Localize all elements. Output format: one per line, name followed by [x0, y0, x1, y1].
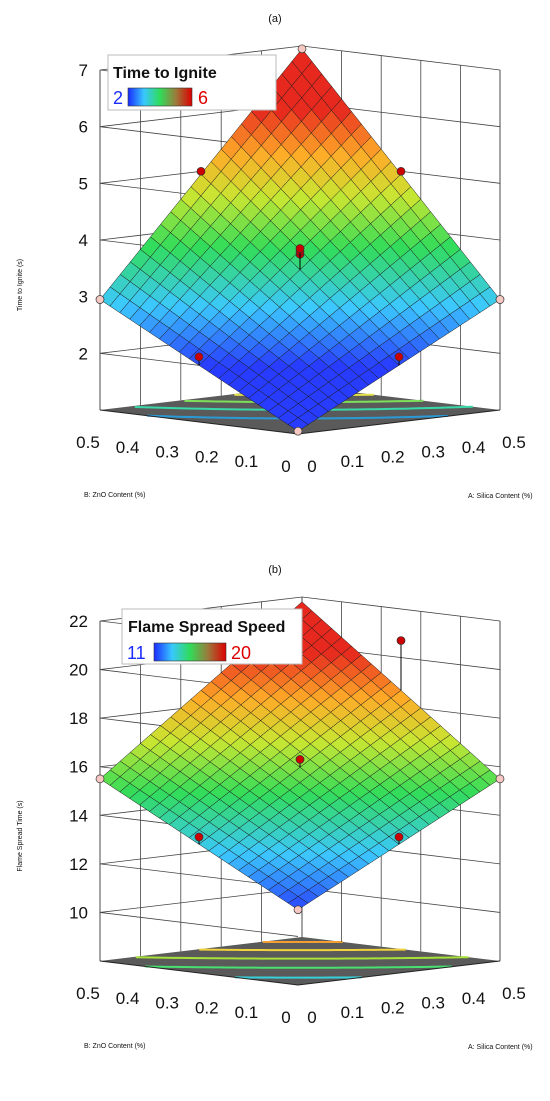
y-tick-label: 0.4 — [116, 989, 140, 1008]
surface-chart-a: (a) 2 3 4 5 6 7 0 0.1 0.2 0.3 0.4 0.5 0 0.1 0.2 0.3 0.4 0… — [17, 13, 533, 500]
x-tick-label: 0.4 — [462, 989, 486, 1008]
design-point — [95, 774, 105, 784]
x-tick-label: 0.4 — [462, 438, 486, 457]
design-point — [297, 44, 307, 54]
wall-gridline — [99, 888, 501, 937]
z-tick-label: 20 — [69, 661, 88, 680]
y-tick-label: 0.5 — [76, 433, 100, 452]
z-tick-label: 18 — [69, 709, 88, 728]
legend-colorbar — [127, 87, 193, 107]
z-tick-label: 6 — [79, 118, 88, 137]
x-tick-label: 0.3 — [421, 994, 445, 1013]
design-point — [396, 166, 406, 176]
design-point — [295, 244, 305, 253]
design-point — [394, 352, 404, 362]
panel-label: (a) — [268, 13, 281, 25]
legend-high-value: 6 — [198, 88, 208, 108]
y-tick-label: 0.5 — [76, 984, 100, 1003]
surface-cell — [287, 417, 309, 432]
z-tick-label: 4 — [79, 231, 88, 250]
x-tick-label: 0.1 — [341, 452, 365, 471]
legend-low-value: 11 — [127, 643, 146, 663]
x-tick-label: 0 — [307, 457, 316, 476]
surface-chart-b: (b) 10 12 14 16 18 20 22 0 0.1 0.2 0.3 0.4 0.5 0 0.1 0.… — [17, 564, 533, 1051]
plot-area: 2 3 4 5 6 7 0 0.1 0.2 0.3 0.4 0.5 0 0.1 0.2 0.3 0.4 0.5 — [76, 44, 526, 476]
design-point — [394, 832, 404, 842]
design-point — [194, 352, 204, 362]
design-point — [293, 426, 303, 436]
legend-low-value: 2 — [113, 88, 123, 108]
contour-line — [135, 956, 469, 960]
x-tick-label: 0.3 — [421, 443, 445, 462]
legend-box: Flame Spread Speed 11 20 — [121, 608, 303, 665]
design-point — [396, 636, 406, 645]
x-axis-title: A: Silica Content (%) — [468, 493, 533, 500]
y-tick-label: 0.3 — [155, 994, 179, 1013]
legend-high-value: 20 — [231, 643, 251, 663]
z-tick-label: 14 — [69, 806, 88, 825]
surface-cell — [287, 896, 309, 911]
x-tick-label: 0 — [307, 1008, 316, 1027]
legend-title: Flame Spread Speed — [128, 619, 285, 636]
contour-line — [146, 414, 449, 420]
panel-label: (b) — [268, 564, 281, 576]
y-tick-label: 0.1 — [235, 1003, 259, 1022]
legend-title: Time to Ignite — [113, 65, 217, 82]
legend-colorbar — [153, 642, 227, 662]
x-tick-label: 0.5 — [502, 984, 526, 1003]
z-tick-label: 16 — [69, 758, 88, 777]
z-tick-label: 3 — [79, 288, 88, 307]
design-point — [295, 755, 305, 764]
x-tick-label: 0.5 — [502, 433, 526, 452]
y-axis-title: B: ZnO Content (%) — [84, 1043, 145, 1050]
x-axis-title: A: Silica Content (%) — [468, 1044, 533, 1051]
wall-gridline — [99, 102, 501, 152]
design-point — [495, 774, 505, 784]
floor-edge — [99, 960, 501, 986]
y-tick-label: 0.3 — [155, 443, 179, 462]
z-tick-label: 10 — [69, 903, 88, 922]
z-tick-label: 22 — [69, 612, 88, 631]
wall-gridline — [99, 839, 501, 889]
y-tick-label: 0 — [281, 457, 290, 476]
x-tick-label: 0.2 — [381, 998, 405, 1017]
y-tick-label: 0.1 — [235, 452, 259, 471]
z-tick-label: 12 — [69, 855, 88, 874]
design-point — [95, 295, 105, 304]
design-point — [495, 295, 505, 304]
z-axis-title: Flame Spread Time (s) — [17, 800, 24, 871]
chart-panel-a: (a) 2 3 4 5 6 7 0 0.1 0.2 0.3 0.4 0.5 0 0.1 0.2 0.3 0.4 0… — [0, 0, 550, 550]
legend-box: Time to Ignite 2 6 — [107, 54, 277, 111]
design-point — [194, 832, 204, 842]
design-point — [293, 905, 303, 915]
plot-area: 10 12 14 16 18 20 22 0 0.1 0.2 0.3 0.4 0.5 0 0.1 0.2 0.3… — [69, 596, 526, 1027]
y-tick-label: 0.2 — [195, 447, 219, 466]
y-tick-label: 0 — [281, 1008, 290, 1027]
chart-panel-b: (b) 10 12 14 16 18 20 22 0 0.1 0.2 0.3 0.4 0.5 0 0.1 0.… — [0, 551, 550, 1101]
design-point — [196, 166, 206, 176]
z-tick-label: 2 — [79, 344, 88, 363]
y-tick-label: 0.4 — [116, 438, 140, 457]
contour-line — [144, 965, 452, 969]
y-tick-label: 0.2 — [195, 998, 219, 1017]
y-axis-title: B: ZnO Content (%) — [84, 492, 145, 499]
z-tick-label: 7 — [79, 61, 88, 80]
x-tick-label: 0.2 — [381, 447, 405, 466]
contour-line — [199, 948, 406, 952]
x-tick-label: 0.1 — [341, 1003, 365, 1022]
z-tick-label: 5 — [79, 174, 88, 193]
z-axis-title: Time to Ignite (s) — [17, 259, 24, 311]
